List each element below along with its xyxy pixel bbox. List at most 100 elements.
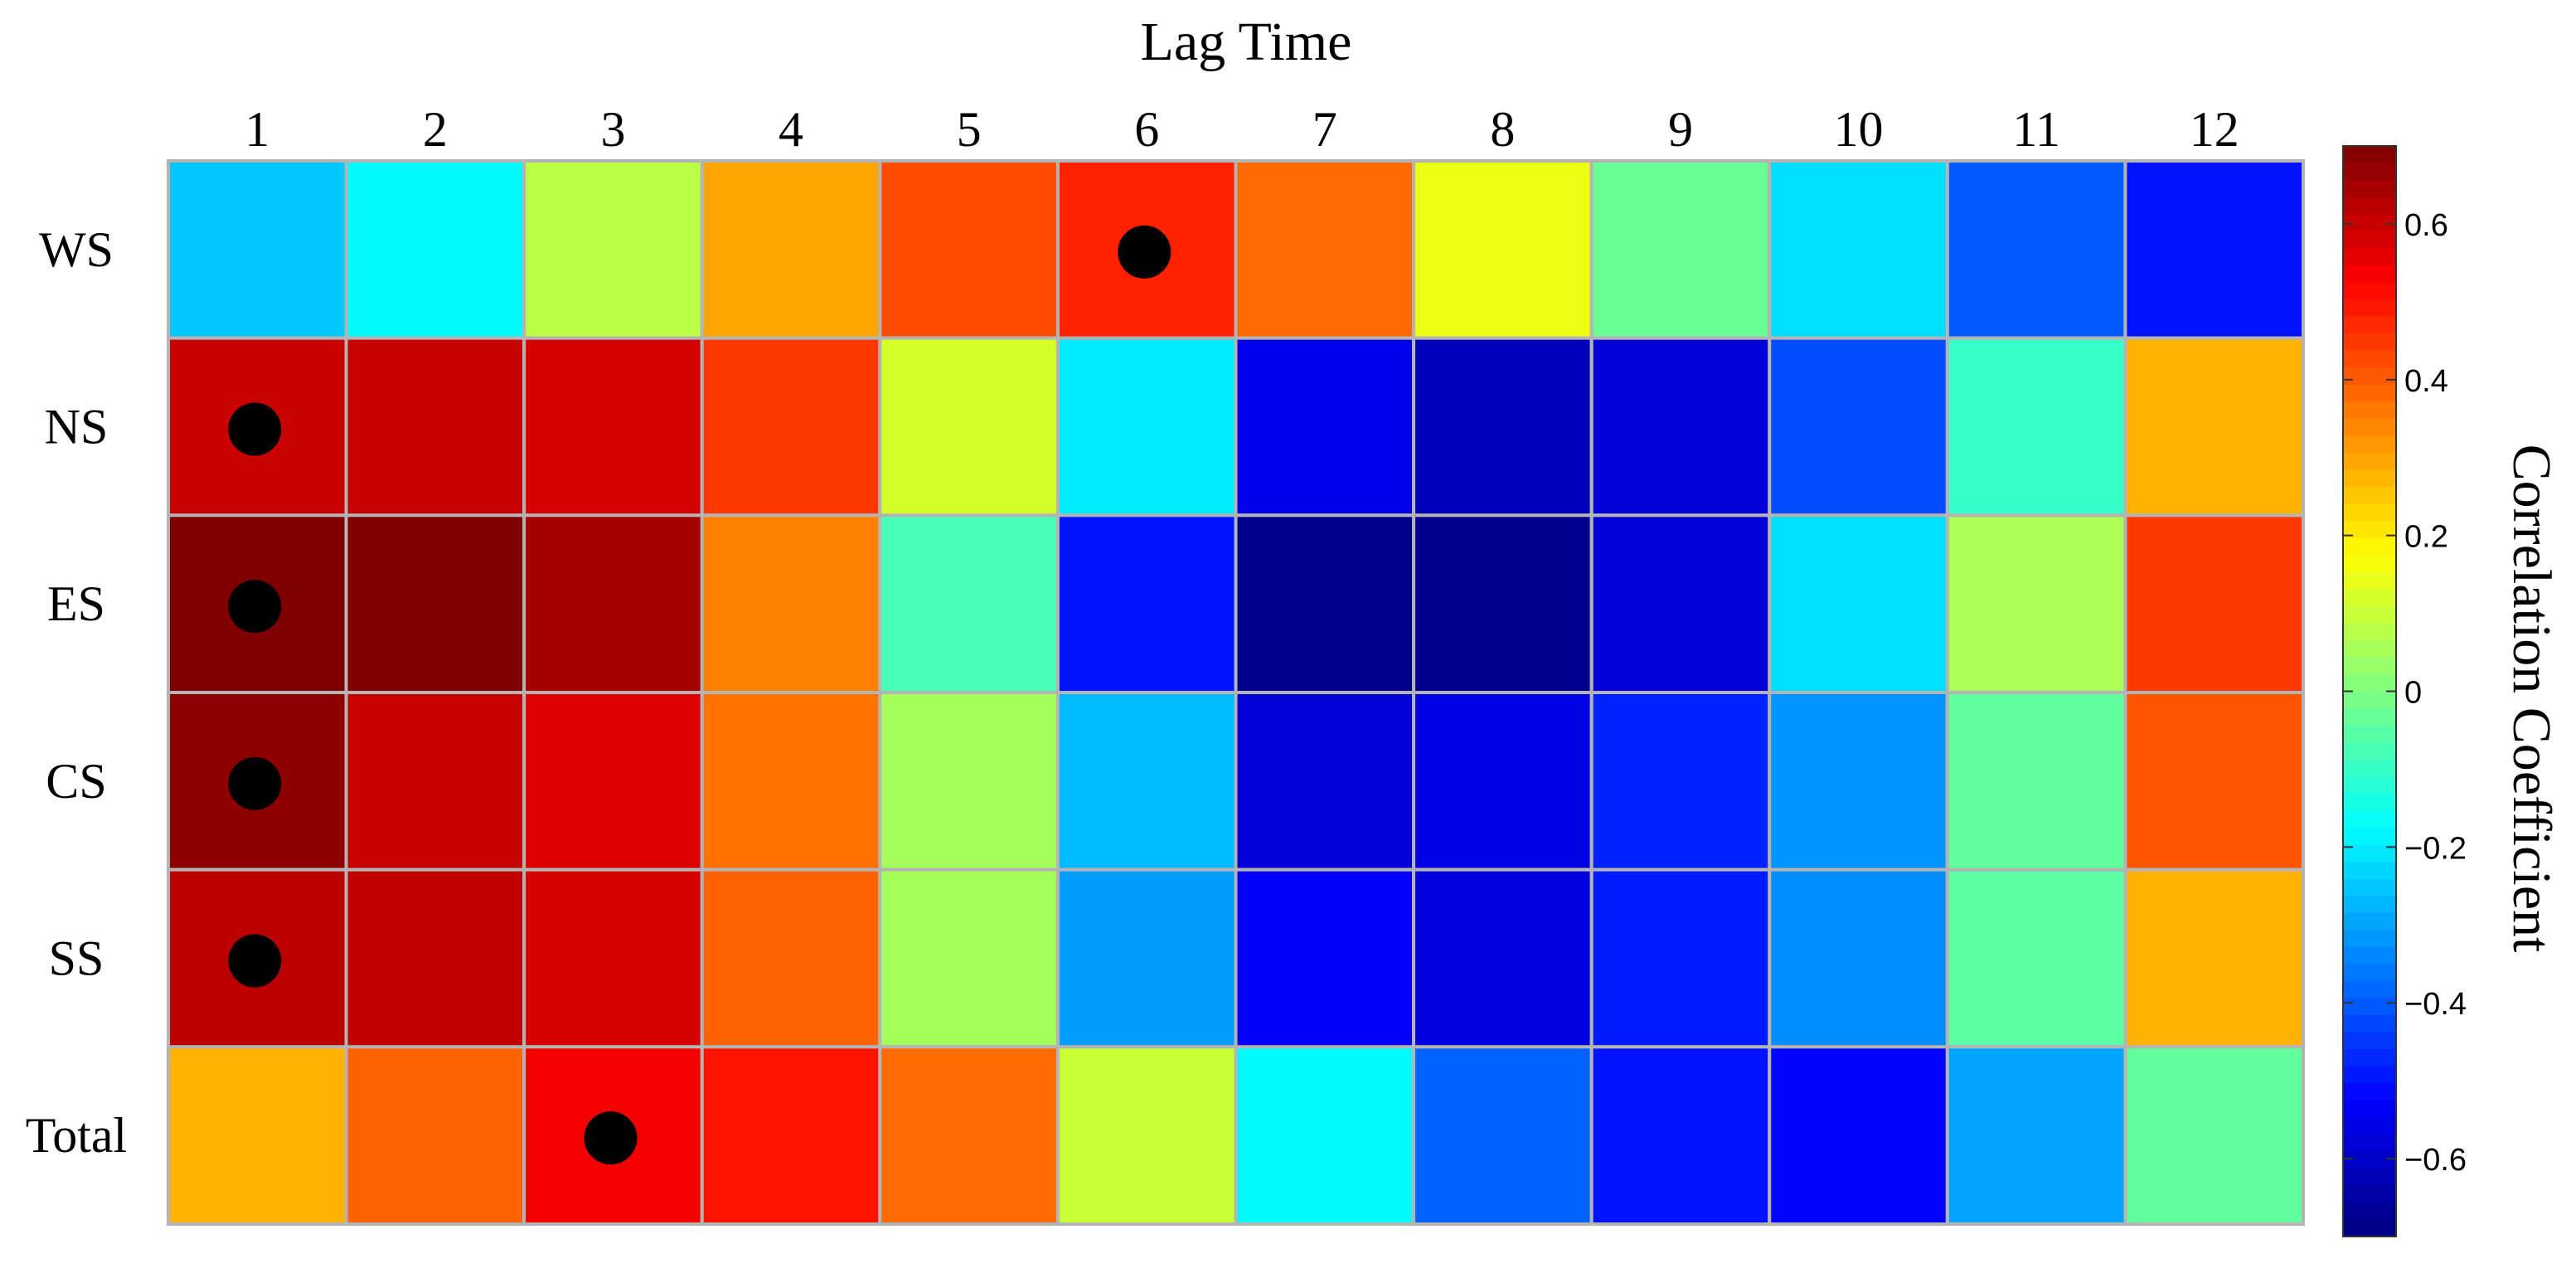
colorbar-band — [2343, 299, 2396, 318]
heatmap-cell-es-lag-7 — [1234, 513, 1416, 694]
heatmap-cell-ss-lag-7 — [1234, 867, 1416, 1049]
colorbar-band — [2343, 708, 2396, 726]
heatmap-cell-ns-lag-10 — [1768, 336, 1949, 518]
colorbar-band — [2343, 1032, 2396, 1050]
x-tick-label: 8 — [1490, 102, 1515, 157]
x-tick-label: 9 — [1668, 102, 1693, 157]
colorbar-band — [2343, 605, 2396, 624]
heatmap-cell-es-lag-12 — [2123, 513, 2306, 694]
heatmap-cell-ss-lag-3 — [522, 867, 704, 1049]
colorbar-band — [2343, 469, 2396, 488]
heatmap-cell-ss-lag-5 — [878, 867, 1060, 1049]
colorbar-tick-label: 0.2 — [2404, 520, 2448, 555]
colorbar-band — [2343, 964, 2396, 982]
colorbar-band — [2343, 435, 2396, 454]
significance-marker-ns-lag-1 — [228, 402, 282, 456]
heatmap-cell-cs-lag-9 — [1589, 691, 1772, 872]
heatmap-cell-cs-lag-5 — [878, 691, 1060, 872]
colorbar-band — [2343, 401, 2396, 420]
heatmap-cell-ss-lag-10 — [1768, 867, 1949, 1049]
heatmap-cell-ns-lag-7 — [1234, 336, 1416, 518]
colorbar: −0.6 −0.4 −0.2 0 0.2 0.4 0.6 — [2342, 145, 2467, 1237]
heatmap-cell-ns-lag-11 — [1945, 336, 2127, 518]
x-tick-label: 11 — [2012, 102, 2060, 157]
y-tick-label: Total — [26, 1108, 127, 1163]
colorbar-band — [2343, 1219, 2396, 1237]
heatmap-cell-es-lag-11 — [1945, 513, 2127, 694]
heatmap-cell-ws-lag-5 — [878, 159, 1060, 340]
y-tick-labels: WS NS ES CS SS Total — [26, 222, 127, 1163]
x-tick-label: 1 — [245, 102, 269, 157]
heatmap-cell-total-lag-1 — [167, 1045, 348, 1227]
colorbar-band — [2343, 521, 2396, 539]
colorbar-tick-label: 0.4 — [2404, 364, 2448, 399]
colorbar-band — [2343, 214, 2396, 232]
colorbar-band — [2343, 742, 2396, 760]
heatmap-cell-cs-lag-4 — [700, 691, 882, 872]
heatmap-cell-cs-lag-3 — [522, 691, 704, 872]
chart-title: Lag Time — [1141, 12, 1352, 72]
colorbar-band — [2343, 1117, 2396, 1135]
colorbar-band — [2343, 1151, 2396, 1169]
y-tick-label: NS — [45, 400, 109, 454]
colorbar-band — [2343, 1014, 2396, 1033]
heatmap-cell-total-lag-2 — [344, 1045, 526, 1227]
heatmap-cell-ss-lag-12 — [2123, 867, 2306, 1049]
heatmap-cell-ss-lag-8 — [1412, 867, 1594, 1049]
heatmap-cell-total-lag-4 — [700, 1045, 882, 1227]
heatmap-cell-ns-lag-9 — [1589, 336, 1772, 518]
x-tick-label: 4 — [779, 102, 803, 157]
heatmap-cell-cs-lag-10 — [1768, 691, 1949, 872]
colorbar-band — [2343, 1168, 2396, 1187]
heatmap-cells — [167, 159, 2306, 1227]
colorbar-band — [2343, 896, 2396, 914]
heatmap-cell-ns-lag-5 — [878, 336, 1060, 518]
colorbar-band — [2343, 1100, 2396, 1118]
heatmap-cell-ns-lag-8 — [1412, 336, 1594, 518]
y-tick-label: SS — [49, 931, 104, 986]
x-tick-label: 6 — [1134, 102, 1159, 157]
heatmap-cell-total-lag-12 — [2123, 1045, 2306, 1227]
colorbar-tick-label: −0.6 — [2404, 1143, 2467, 1178]
heatmap-cell-ss-lag-11 — [1945, 867, 2127, 1049]
heatmap-cell-ws-lag-3 — [522, 159, 704, 340]
colorbar-band — [2343, 980, 2396, 999]
significance-marker-ss-lag-1 — [228, 934, 282, 988]
colorbar-tick-label: 0.6 — [2404, 208, 2448, 243]
heatmap-cell-ws-lag-2 — [344, 159, 526, 340]
colorbar-band — [2343, 316, 2396, 334]
colorbar-tick-label: −0.2 — [2404, 831, 2467, 866]
heatmap-cell-ws-lag-7 — [1234, 159, 1416, 340]
significance-marker-ws-lag-6 — [1118, 225, 1172, 279]
y-tick-label: CS — [46, 754, 106, 809]
colorbar-band — [2343, 367, 2396, 386]
y-tick-label: ES — [47, 576, 105, 631]
colorbar-band — [2343, 1048, 2396, 1067]
colorbar-band — [2343, 878, 2396, 897]
heatmap-cell-es-lag-5 — [878, 513, 1060, 694]
colorbar-band — [2343, 759, 2396, 778]
colorbar-band — [2343, 827, 2396, 846]
heatmap-cell-total-lag-10 — [1768, 1045, 1949, 1227]
heatmap-cell-ws-lag-4 — [700, 159, 882, 340]
heatmap-cell-ws-lag-10 — [1768, 159, 1949, 340]
colorbar-band — [2343, 673, 2396, 692]
heatmap-cell-ss-lag-6 — [1055, 867, 1238, 1049]
heatmap-cell-cs-lag-11 — [1945, 691, 2127, 872]
colorbar-band — [2343, 793, 2396, 812]
heatmap-cell-ns-lag-12 — [2123, 336, 2306, 518]
colorbar-band — [2343, 486, 2396, 505]
y-tick-label: WS — [39, 222, 114, 277]
colorbar-band — [2343, 418, 2396, 437]
colorbar-band — [2343, 657, 2396, 675]
colorbar-band — [2343, 571, 2396, 590]
heatmap-cell-es-lag-6 — [1055, 513, 1238, 694]
colorbar-band — [2343, 503, 2396, 522]
heatmap-cell-ws-lag-12 — [2123, 159, 2306, 340]
heatmap-cell-cs-lag-12 — [2123, 691, 2306, 872]
colorbar-band — [2343, 946, 2396, 965]
colorbar-band — [2343, 912, 2396, 931]
heatmap-cell-es-lag-10 — [1768, 513, 1949, 694]
colorbar-band — [2343, 282, 2396, 300]
